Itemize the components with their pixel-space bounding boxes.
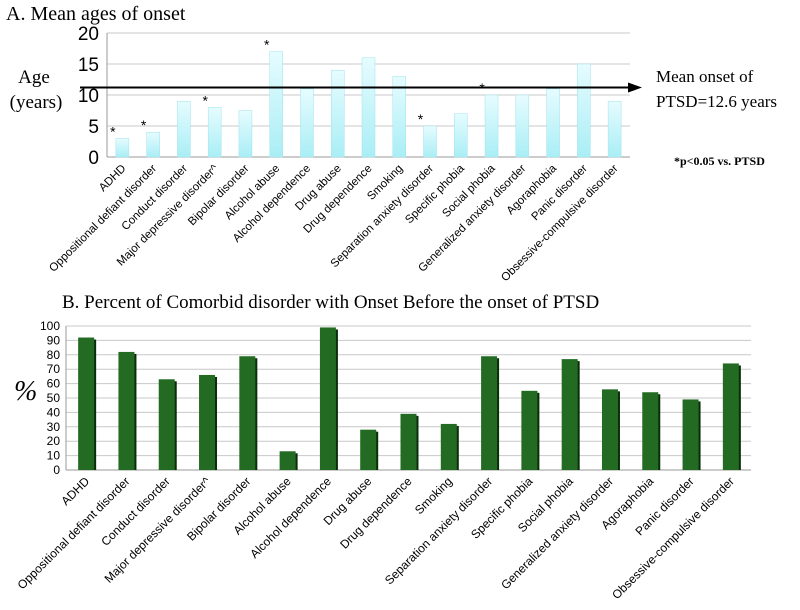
chart-b-bar (682, 399, 699, 470)
chart-a-bar (177, 100, 191, 158)
chart-b-bar (279, 451, 296, 470)
chart-b-bar (440, 423, 457, 470)
chart-b-bar (319, 327, 336, 470)
chart-b-bar (521, 390, 538, 470)
chart-b-category-label: Drug dependence (337, 474, 415, 552)
chart-b-y-tick-label: 30 (47, 420, 61, 434)
reference-line-label-line1: Mean onset of (656, 67, 754, 86)
chart-b-bar (561, 359, 578, 470)
chart-b-bar (642, 392, 659, 470)
significance-marker: * (110, 123, 116, 139)
chart-b-y-tick-label: 20 (47, 434, 61, 448)
chart-a-ylabel-line1: Age (18, 67, 50, 88)
chart-a-bar (361, 57, 376, 158)
chart-a-bar (484, 94, 499, 158)
chart-a-y-tick-label: 20 (78, 24, 99, 45)
chart-b-y-tick-label: 40 (47, 405, 61, 419)
chart-b-y-tick-label: 10 (47, 449, 61, 463)
chart-a-ylabel-line2: (years) (10, 92, 63, 113)
chart-b-bar (481, 356, 498, 470)
chart-b-bar (360, 429, 377, 470)
chart-b-y-tick-label: 80 (47, 348, 61, 362)
chart-b-y-tick-label: 60 (47, 377, 61, 391)
chart-a-y-tick-label: 15 (78, 55, 99, 76)
chart-a-bar (423, 125, 437, 158)
chart-b-y-tick-label: 90 (47, 333, 61, 347)
chart-a-title: A. Mean ages of onset (6, 3, 186, 25)
chart-b-bar (158, 379, 175, 470)
chart-a-bar (300, 88, 314, 158)
chart-b-y-tick-label: 0 (53, 463, 60, 477)
reference-line-label-line2: PTSD=12.6 years (656, 92, 777, 111)
chart-a-bar (577, 63, 591, 158)
chart-b-category-label: Conduct disorder (98, 474, 173, 549)
chart-a-bar (115, 138, 130, 158)
chart-a-bar (207, 107, 222, 158)
significance-marker: * (264, 37, 270, 53)
chart-b-bar (78, 337, 95, 470)
chart-a-category-label: Alcohol abuse (223, 163, 283, 223)
significance-marker: * (418, 111, 424, 127)
chart-b-category-label: ADHD (58, 474, 92, 508)
chart-b-bar (118, 351, 135, 470)
chart-a-bar (607, 100, 622, 158)
chart-a-y-tick-label: 10 (78, 86, 99, 107)
chart-a-bar (454, 113, 468, 158)
chart-b-bar (199, 374, 216, 470)
chart-a-bar (546, 88, 560, 158)
significance-marker: * (141, 117, 147, 133)
chart-a-bar (269, 51, 283, 158)
chart-a-bar (146, 131, 160, 158)
chart-b-bar (400, 413, 417, 470)
chart-b-ylabel: % (14, 376, 37, 407)
reference-line-arrowhead (628, 82, 642, 93)
chart-a-bar (238, 110, 253, 158)
significance-marker: * (202, 92, 208, 108)
chart-a-y-tick-label: 5 (88, 117, 99, 138)
chart-b-y-tick-label: 70 (47, 362, 61, 376)
chart-b-bar (239, 356, 256, 470)
chart-b-bar (601, 389, 618, 470)
chart-a-bar (392, 76, 407, 158)
chart-a-y-tick-label: 0 (88, 148, 99, 169)
chart-b-bar (722, 363, 739, 470)
chart-a-bar (515, 94, 530, 158)
chart-a-bars (115, 51, 622, 158)
significance-footnote: *p<0.05 vs. PTSD (674, 154, 765, 168)
chart-a-y-ticks: 0 5 10 15 20 (78, 24, 99, 169)
chart-b-bars (78, 327, 741, 470)
chart-a: A. Mean ages of onset Age (years) 0 5 10 15… (6, 3, 777, 284)
chart-b: B. Percent of Comorbid disorder with Ons… (14, 292, 751, 602)
chart-b-y-tick-label: 100 (40, 319, 60, 333)
chart-a-bar (330, 69, 345, 158)
chart-b-y-tick-label: 50 (47, 391, 61, 405)
chart-b-title: B. Percent of Comorbid disorder with Ons… (62, 292, 599, 313)
